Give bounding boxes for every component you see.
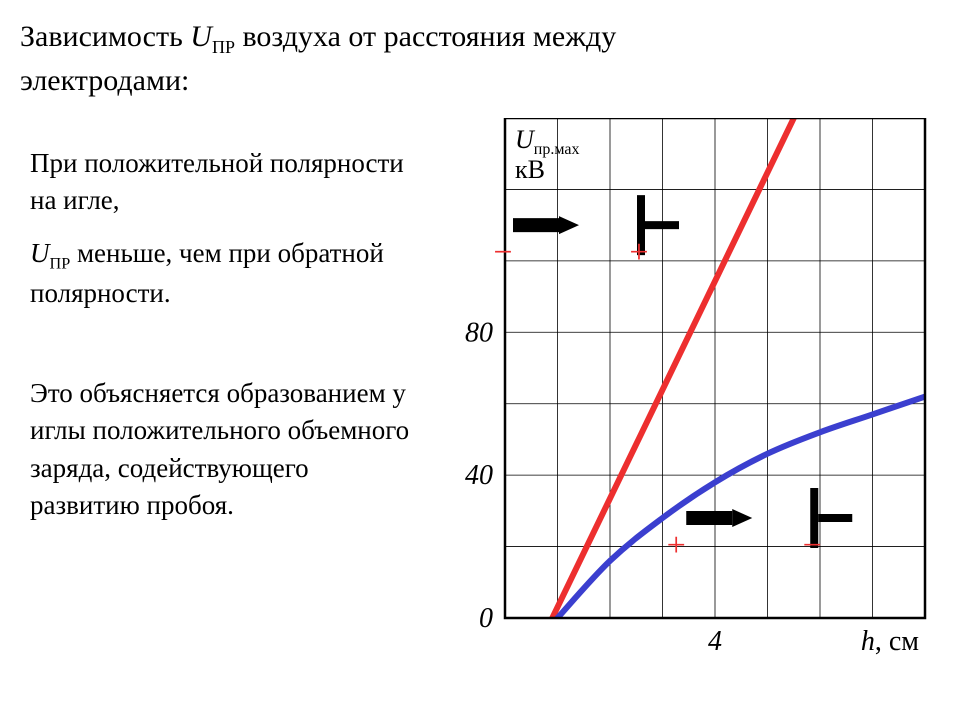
polarity-sign: + xyxy=(667,527,686,564)
polarity-sign: + xyxy=(629,234,648,271)
series-positive-needle-negative-plate xyxy=(558,397,926,618)
paragraph-1: При положительной полярности на игле, xyxy=(30,145,410,220)
y-axis-unit: кВ xyxy=(515,155,545,184)
polarity-sign: − xyxy=(803,527,822,564)
title-prefix: Зависимость xyxy=(20,20,190,53)
x-axis-title: h, см xyxy=(861,626,919,657)
electrode-pair xyxy=(686,488,852,548)
chart: 80 40 0 4 h, см Uпр.махкВ − + + − xyxy=(430,118,940,678)
title-line2: электродами: xyxy=(20,64,189,97)
title-U: U xyxy=(190,20,212,53)
title-middle: воздуха от расстояния между xyxy=(235,20,616,53)
title-U-sub: ПР xyxy=(212,37,235,57)
electrode-pair xyxy=(513,195,679,255)
x-tick-label: 4 xyxy=(708,626,722,657)
page-title: Зависимость UПР воздуха от расстояния ме… xyxy=(20,16,940,102)
polarity-sign: − xyxy=(493,234,512,271)
paragraph-3: Это объясняется образованием у иглы поло… xyxy=(30,375,410,524)
y-axis-title: Uпр.мах xyxy=(515,125,579,158)
paragraph-2: UПР меньше, чем при обратной полярности. xyxy=(30,235,410,312)
chart-svg: 80 40 0 4 h, см Uпр.махкВ − + + − xyxy=(430,118,940,678)
y-tick-label: 40 xyxy=(465,460,493,491)
y-tick-label: 80 xyxy=(465,317,493,348)
y-tick-label: 0 xyxy=(479,603,493,634)
